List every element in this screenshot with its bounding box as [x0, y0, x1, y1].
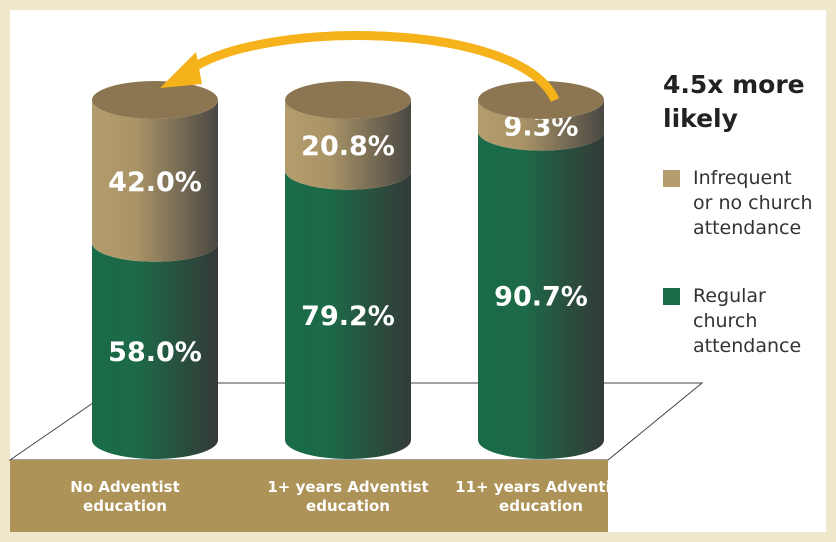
cylinder-segment: [478, 100, 604, 151]
arrow-head: [160, 52, 202, 88]
value-label: 20.8%: [301, 131, 395, 162]
value-label: 90.7%: [494, 281, 588, 312]
cylinder-segment: [92, 242, 219, 459]
category-label: 11+ years Adventist education: [455, 478, 627, 515]
legend-label: Infrequent or no church attendance: [693, 167, 813, 239]
value-label: 42.0%: [108, 167, 202, 198]
category-band: [10, 460, 608, 532]
cylinder-segment: [92, 100, 218, 262]
legend-swatch: [663, 170, 680, 187]
value-label: 58.0%: [108, 337, 202, 368]
cylinder-top: [285, 81, 411, 119]
cylinder-top: [92, 81, 218, 119]
annotation: 4.5x more likely: [663, 70, 805, 133]
value-label: 79.2%: [301, 301, 395, 332]
cylinder-segment: [478, 131, 604, 459]
cylinder-top: [478, 81, 604, 119]
category-label: 1+ years Adventist education: [267, 478, 429, 515]
cylinder-segment: [285, 170, 411, 459]
cylinder-segment: [285, 100, 411, 190]
legend-label: Regular church attendance: [693, 285, 802, 357]
category-label: No Adventist education: [70, 478, 180, 515]
legend-swatch: [663, 288, 680, 305]
arrow: [187, 31, 560, 103]
